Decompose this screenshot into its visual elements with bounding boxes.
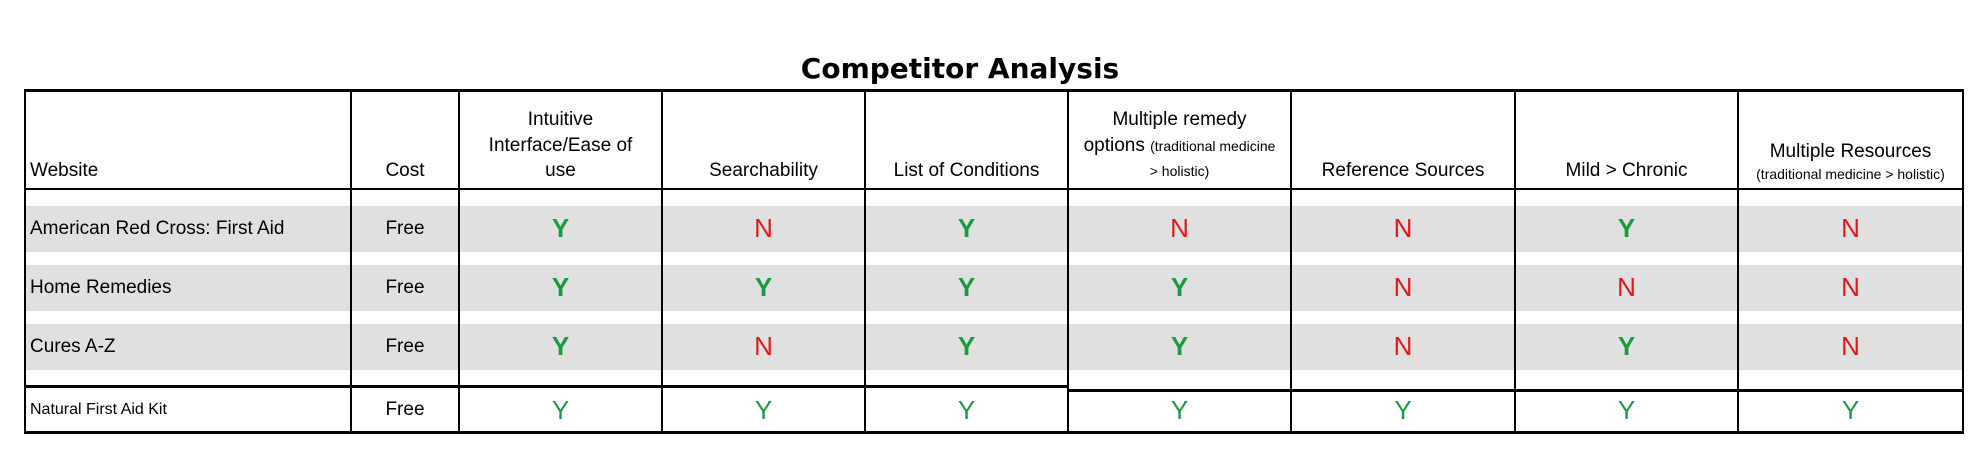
cell-yes: Y — [1170, 394, 1189, 425]
cell-yes: Y — [957, 213, 976, 244]
kit-row-top-border-left — [24, 385, 1068, 388]
cell-no: N — [754, 331, 773, 362]
cell-website: Home Remedies — [30, 276, 172, 298]
cell-yes: Y — [1617, 394, 1636, 425]
header-cost-label: Cost — [385, 160, 425, 182]
header-remedy-sublabel: (traditional medicine > holistic) — [1149, 137, 1276, 180]
cell-cost: Free — [385, 276, 425, 298]
header-mild-label: Mild > Chronic — [1565, 160, 1688, 182]
col-border — [1067, 89, 1069, 434]
cell-yes: Y — [754, 272, 773, 303]
cell-no: N — [1841, 272, 1860, 303]
header-intuitive-label: Intuitive Interface/Ease of use — [488, 109, 633, 182]
cell-yes: Y — [551, 331, 570, 362]
header-remedy-wrap: Multiple remedy options (traditional med… — [1083, 107, 1276, 184]
col-border — [24, 89, 26, 434]
header-remedy-label: Multiple remedy options — [1083, 109, 1247, 156]
col-border — [1514, 89, 1516, 434]
col-border — [1737, 89, 1739, 434]
header-searchability-label: Searchability — [709, 160, 818, 182]
cell-no: N — [1841, 331, 1860, 362]
cell-no: N — [1617, 272, 1636, 303]
header-resources-sublabel: (traditional medicine > holistic) — [1756, 166, 1945, 183]
page-title: Competitor Analysis — [800, 52, 1120, 85]
cell-yes: Y — [1617, 331, 1636, 362]
cell-yes: Y — [957, 394, 976, 425]
header-resources-label: Multiple Resources — [1769, 141, 1932, 163]
header-intuitive: Intuitive Interface/Ease of use — [460, 92, 661, 188]
cell-website: Cures A-Z — [30, 335, 116, 357]
cell-yes: Y — [957, 331, 976, 362]
cell-website: American Red Cross: First Aid — [30, 217, 285, 239]
cell-yes: Y — [551, 394, 570, 425]
cell-yes: Y — [1170, 331, 1189, 362]
cell-yes: Y — [957, 272, 976, 303]
header-remedy: Multiple remedy options (traditional med… — [1069, 92, 1290, 188]
cell-yes: Y — [1841, 394, 1860, 425]
cell-no: N — [1841, 213, 1860, 244]
cell-yes: Y — [551, 213, 570, 244]
header-cost: Cost — [352, 92, 458, 188]
cell-yes: Y — [754, 394, 773, 425]
cell-cost: Free — [385, 399, 425, 421]
col-border — [350, 89, 352, 434]
header-resources: Multiple Resources (traditional medicine… — [1739, 92, 1962, 188]
col-border — [1290, 89, 1292, 434]
cell-no: N — [1393, 272, 1413, 303]
row-stripe — [26, 324, 1964, 370]
table-bottom-border — [24, 431, 1964, 434]
kit-row-top-border-right — [1068, 389, 1964, 392]
row-stripe — [26, 265, 1964, 311]
cell-no: N — [754, 213, 773, 244]
cell-yes: Y — [1170, 272, 1189, 303]
cell-yes: Y — [1394, 394, 1412, 425]
header-conditions: List of Conditions — [866, 92, 1067, 188]
header-reference: Reference Sources — [1292, 92, 1514, 188]
header-website-label: Website — [30, 160, 99, 182]
col-border — [1962, 89, 1964, 434]
col-border — [864, 89, 866, 434]
header-reference-label: Reference Sources — [1321, 160, 1485, 182]
cell-no: N — [1393, 331, 1413, 362]
header-conditions-label: List of Conditions — [893, 160, 1040, 182]
cell-cost: Free — [385, 217, 425, 239]
col-border — [458, 89, 460, 434]
row-stripe — [26, 206, 1964, 252]
cell-cost: Free — [385, 335, 425, 357]
col-border — [661, 89, 663, 434]
cell-yes: Y — [1617, 213, 1636, 244]
cell-yes: Y — [551, 272, 570, 303]
cell-no: N — [1393, 213, 1413, 244]
header-bottom-border — [24, 188, 1964, 190]
cell-website: Natural First Aid Kit — [30, 401, 167, 419]
header-website: Website — [26, 92, 350, 188]
cell-no: N — [1170, 213, 1189, 244]
header-searchability: Searchability — [663, 92, 864, 188]
header-mild: Mild > Chronic — [1516, 92, 1737, 188]
table-top-border — [24, 89, 1964, 92]
